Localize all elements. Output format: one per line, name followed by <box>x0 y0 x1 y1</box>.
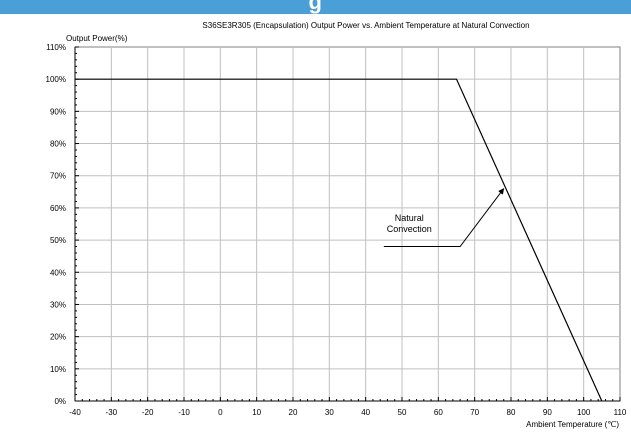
y-axis-label: Output Power(%) <box>66 34 128 43</box>
x-tick-label: 20 <box>289 408 298 417</box>
y-tick-label: 80% <box>50 140 66 149</box>
x-tick-label: 100 <box>577 408 591 417</box>
x-tick-label: -40 <box>69 408 81 417</box>
y-tick-label: 10% <box>50 365 66 374</box>
y-tick-label: 50% <box>50 236 66 245</box>
y-tick-label: 60% <box>50 204 66 213</box>
x-tick-label: 10 <box>252 408 261 417</box>
x-tick-label: 0 <box>218 408 223 417</box>
chart-title: S36SE3R305 (Encapsulation) Output Power … <box>202 21 529 30</box>
annotation-label-line: Natural <box>395 213 424 223</box>
annotation-label-line: Convection <box>387 224 432 234</box>
x-tick-label: -20 <box>142 408 154 417</box>
x-tick-label: 90 <box>543 408 552 417</box>
x-tick-label: 80 <box>507 408 516 417</box>
y-tick-label: 0% <box>54 397 66 406</box>
x-tick-label: 110 <box>614 408 627 417</box>
x-tick-label: 60 <box>434 408 443 417</box>
x-tick-label: 30 <box>325 408 334 417</box>
labels: S36SE3R305 (Encapsulation) Output Power … <box>46 21 627 429</box>
y-tick-label: 20% <box>50 333 66 342</box>
axes <box>75 47 620 401</box>
header-banner: g <box>0 0 631 15</box>
y-tick-label: 100% <box>46 75 66 84</box>
header-banner-text: g <box>0 0 631 15</box>
y-tick-label: 30% <box>50 300 66 309</box>
y-tick-label: 70% <box>50 172 66 181</box>
x-tick-label: 50 <box>398 408 407 417</box>
grid-lines <box>75 47 620 401</box>
x-tick-label: 70 <box>470 408 479 417</box>
y-tick-label: 90% <box>50 107 66 116</box>
plot-border <box>75 47 620 401</box>
y-tick-label: 110% <box>46 43 66 52</box>
x-axis-label: Ambient Temperature (℃) <box>526 420 619 429</box>
y-tick-label: 40% <box>50 268 66 277</box>
x-tick-label: -10 <box>178 408 190 417</box>
x-tick-label: -30 <box>106 408 118 417</box>
x-tick-label: 40 <box>361 408 370 417</box>
